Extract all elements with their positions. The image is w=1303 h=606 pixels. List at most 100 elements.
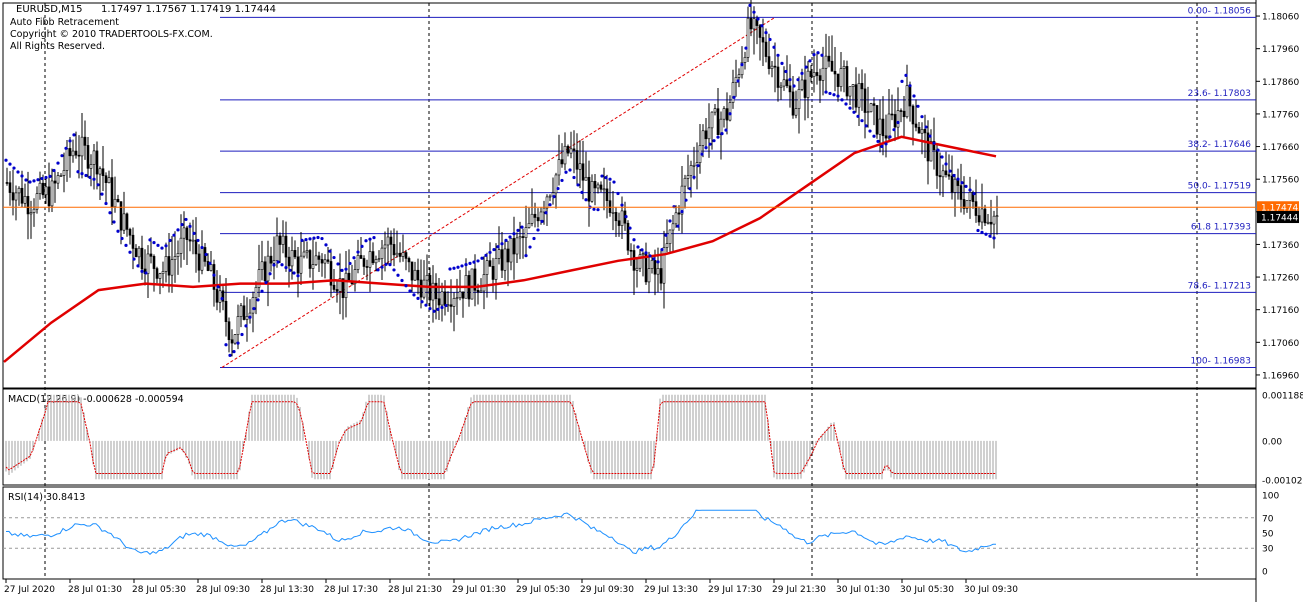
candle-body [83,136,87,146]
candle-body [437,298,441,306]
candle-body [932,141,936,151]
candle-body [449,304,453,307]
sar-dot [88,175,92,179]
candle-body [44,186,48,196]
sar-dot [84,173,88,178]
sar-dot [240,332,244,337]
price-badge [1257,211,1299,224]
sar-dot [872,134,876,138]
candle-body [872,103,876,106]
sar-dot [304,238,308,242]
sar-dot [788,78,792,82]
candle-body [890,113,894,116]
fib-level-label: 100- 1.16983 [1190,356,1251,366]
candle-body [536,217,540,222]
candle-body [224,301,228,322]
header-line-2: Copyright © 2010 TRADERTOOLS-FX.COM. [10,29,213,40]
rsi-tick-label: 30 [1262,545,1274,555]
candle-body [206,261,210,271]
candle-body [455,297,459,300]
candle-body [386,236,390,246]
time-tick-label: 30 Jul 01:30 [836,585,890,595]
sar-dot [648,254,652,258]
sar-dot [180,223,184,227]
sar-dot [20,174,24,178]
candle-body [11,192,15,201]
candle-body [905,85,909,118]
candle-body [392,244,396,256]
candle-body [35,193,39,210]
candle-body [572,148,576,151]
candle-body [914,123,918,128]
candle-body [602,188,606,191]
sar-dot [900,79,904,83]
candle-body [74,150,78,156]
candle-body [926,132,930,162]
candle-body [806,70,810,98]
sar-dot [744,46,748,50]
candle-body [815,72,819,76]
sar-dot [988,234,992,238]
candle-body [80,136,84,157]
price-badge [1257,201,1299,214]
sar-dot [140,269,144,273]
candle-body [818,75,822,81]
sar-dot [688,187,692,191]
sar-dot [72,133,76,137]
candle-body [305,250,309,253]
candle-body [497,249,501,259]
price-tick-label: 1.17660 [1262,143,1299,153]
candle-body [56,175,60,184]
candle-body [377,258,381,260]
candle-body [938,175,942,178]
candle-body [59,175,63,177]
candle-body [161,271,165,274]
sar-dot [388,262,392,267]
candle-body [158,273,162,279]
candle-body [791,91,795,116]
sar-dot [792,84,796,88]
candle-body [881,118,885,137]
sar-dot [696,164,700,168]
sar-dot [288,268,292,272]
candle-body [413,269,417,281]
sar-dot [16,170,20,174]
sar-dot [884,142,888,146]
candle-body [380,247,384,259]
candle-body [614,212,618,222]
candle-body [974,201,978,216]
candle-body [530,213,534,224]
sar-dot [576,183,580,187]
candle-body [461,291,465,299]
rsi-tick-label: 0 [1262,568,1268,578]
sar-dot [840,98,844,102]
sar-dot [376,268,380,272]
candle-body [200,247,204,271]
candle-body [842,66,846,69]
candle-body [665,243,669,248]
sar-dot [408,289,412,293]
candle-body [113,198,117,208]
sar-dot [796,78,800,82]
candle-body [263,261,267,282]
sar-dot [544,211,548,215]
sar-dot [536,228,540,232]
time-tick-label: 28 Jul 13:30 [260,585,314,595]
sar-dot [316,235,320,240]
sar-dot [120,236,124,241]
sar-dot [416,296,420,300]
candle-body [689,165,693,176]
sar-dot [244,324,248,328]
candle-body [188,239,192,242]
sar-dot [340,268,344,272]
candle-body [611,212,615,214]
candle-body [935,149,939,176]
candle-body [65,148,69,171]
sar-dot [852,110,856,114]
candle-body [185,227,189,240]
candle-body [950,175,954,193]
candle-body [599,184,603,190]
sar-dot [484,253,488,257]
header-line-3: All Rights Reserved. [10,41,105,52]
